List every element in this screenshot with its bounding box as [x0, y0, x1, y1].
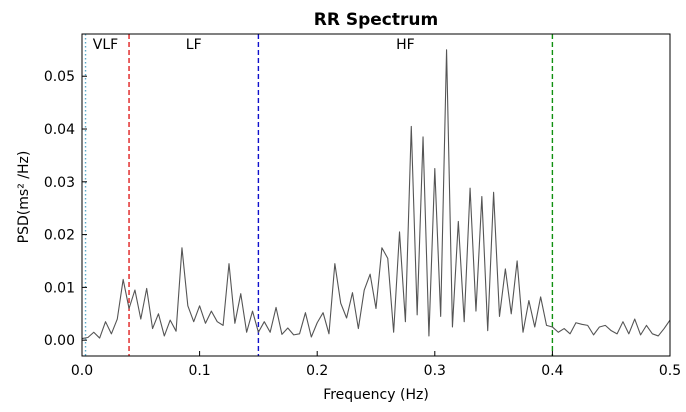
- x-tick-label-4: 0.4: [541, 363, 563, 379]
- x-tick-label-5: 0.5: [659, 363, 681, 379]
- y-axis-label: PSD(ms² /Hz): [16, 151, 32, 244]
- y-tick-label-4: 0.04: [44, 122, 75, 138]
- x-tick-label-3: 0.3: [424, 363, 446, 379]
- plot-area: VLF LF HF 0.0 0.1 0.2 0.3 0.4 0.5 0.00 0.01 0.02 0.0…: [44, 33, 681, 379]
- x-tick-label-1: 0.1: [188, 363, 210, 379]
- band-label-lf: LF: [186, 37, 202, 53]
- y-tick-label-0: 0.00: [44, 333, 75, 349]
- x-tick-label-0: 0.0: [71, 363, 93, 379]
- plot-frame: [81, 33, 671, 357]
- band-label-vlf: VLF: [93, 37, 118, 53]
- y-tick-label-2: 0.02: [44, 228, 75, 244]
- y-tick-label-3: 0.03: [44, 175, 75, 191]
- band-label-hf: HF: [396, 37, 415, 53]
- x-tick-label-2: 0.2: [306, 363, 328, 379]
- psd-series-line: [81, 49, 671, 340]
- x-axis-label: Frequency (Hz): [323, 387, 429, 403]
- chart-title: RR Spectrum: [314, 10, 438, 30]
- y-tick-label-5: 0.05: [44, 69, 75, 85]
- y-tick-label-1: 0.01: [44, 280, 75, 296]
